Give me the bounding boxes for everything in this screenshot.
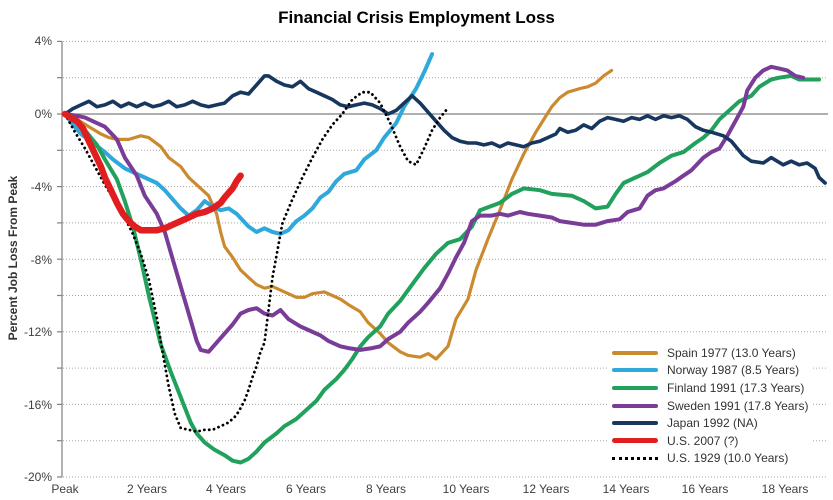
x-tick-label: 8 Years xyxy=(365,482,407,496)
y-tick-label: 0% xyxy=(34,107,52,121)
y-tick-label: -4% xyxy=(30,180,52,194)
legend-swatch-spain-1977 xyxy=(612,350,658,355)
legend-item-spain-1977: Spain 1977 (13.0 Years) xyxy=(612,344,808,362)
legend-item-sweden-1991: Sweden 1991 (17.8 Years) xyxy=(612,397,808,415)
x-tick-label: 10 Years xyxy=(442,482,490,496)
legend-item-us-2007: U.S. 2007 (?) xyxy=(612,432,808,450)
legend: Spain 1977 (13.0 Years) Norway 1987 (8.5… xyxy=(608,343,813,470)
y-tick-label: 4% xyxy=(34,34,52,48)
legend-label: Norway 1987 (8.5 Years) xyxy=(667,363,800,378)
x-tick-label: Peak xyxy=(51,482,79,496)
legend-label: Finland 1991 (17.3 Years) xyxy=(667,380,805,395)
legend-swatch-sweden-1991 xyxy=(612,403,658,408)
us-2007-line xyxy=(61,110,244,234)
x-tick-label: 2 Years xyxy=(126,482,168,496)
x-tick-label: 14 Years xyxy=(602,482,650,496)
legend-label: Spain 1977 (13.0 Years) xyxy=(667,345,796,360)
x-tick-label: 4 Years xyxy=(205,482,247,496)
japan-1992-line xyxy=(63,74,827,185)
legend-item-japan-1992: Japan 1992 (NA) xyxy=(612,414,808,432)
legend-swatch-us-2007 xyxy=(612,438,658,444)
x-tick-label: 12 Years xyxy=(522,482,570,496)
legend-item-us-1929: U.S. 1929 (10.0 Years) xyxy=(612,450,808,468)
y-tick-label: -8% xyxy=(30,253,52,267)
chart-title: Financial Crisis Employment Loss xyxy=(278,8,555,27)
legend-swatch-finland-1991 xyxy=(612,385,658,390)
legend-item-finland-1991: Finland 1991 (17.3 Years) xyxy=(612,379,808,397)
legend-label: U.S. 1929 (10.0 Years) xyxy=(667,451,789,466)
legend-item-norway-1987: Norway 1987 (8.5 Years) xyxy=(612,362,808,380)
y-tick-label: -16% xyxy=(23,398,52,412)
legend-label: Japan 1992 (NA) xyxy=(667,416,758,431)
legend-swatch-norway-1987 xyxy=(612,368,658,373)
y-tick-label: -12% xyxy=(23,325,52,339)
legend-swatch-japan-1992 xyxy=(612,421,658,426)
x-tick-label: 18 Years xyxy=(761,482,809,496)
finland-1991-line xyxy=(63,73,822,465)
x-tick-label: 6 Years xyxy=(285,482,327,496)
x-tick-label: 16 Years xyxy=(681,482,729,496)
legend-swatch-us-1929 xyxy=(612,456,658,460)
y-tick-label: -20% xyxy=(23,470,52,484)
legend-label: Sweden 1991 (17.8 Years) xyxy=(667,398,809,413)
legend-label: U.S. 2007 (?) xyxy=(667,433,739,448)
sweden-1991-line xyxy=(63,64,806,354)
us-1929-line xyxy=(63,90,452,434)
